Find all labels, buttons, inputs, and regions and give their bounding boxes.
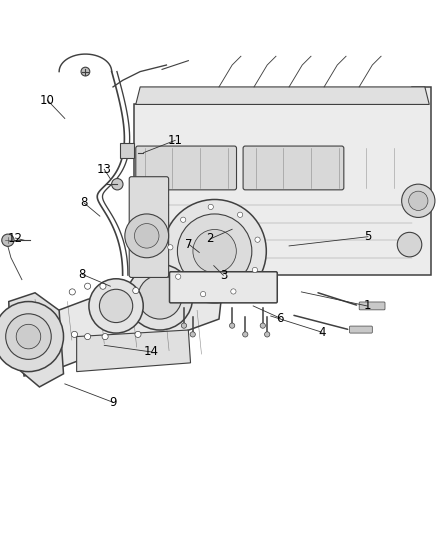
Circle shape [81,67,90,76]
Circle shape [180,217,186,222]
Circle shape [208,204,213,209]
Circle shape [397,232,422,257]
Polygon shape [77,330,191,372]
Text: 7: 7 [185,238,193,251]
Text: 8: 8 [79,268,86,281]
FancyBboxPatch shape [136,146,237,190]
Circle shape [69,289,75,295]
Text: 8: 8 [81,197,88,209]
Circle shape [133,287,139,294]
Text: 6: 6 [276,312,284,325]
Circle shape [201,292,206,297]
Text: 4: 4 [318,326,326,338]
Circle shape [230,323,235,328]
Circle shape [177,214,252,288]
Text: 13: 13 [97,163,112,176]
Circle shape [237,212,243,217]
Text: 12: 12 [8,231,23,245]
FancyBboxPatch shape [359,302,385,310]
Text: 1: 1 [363,300,371,312]
Text: 14: 14 [144,345,159,358]
Circle shape [163,199,266,303]
Circle shape [71,332,78,337]
Circle shape [252,268,258,272]
Circle shape [134,223,159,248]
Circle shape [402,184,435,217]
Circle shape [265,332,270,337]
Circle shape [260,323,265,328]
FancyBboxPatch shape [243,146,344,190]
Text: 5: 5 [364,230,371,243]
Polygon shape [15,280,223,376]
Circle shape [99,289,133,322]
Circle shape [138,275,182,319]
Text: 9: 9 [109,396,117,409]
Circle shape [168,245,173,250]
Circle shape [243,332,248,337]
Circle shape [190,332,195,337]
Circle shape [127,264,193,330]
Circle shape [89,279,143,333]
Circle shape [2,234,14,246]
Circle shape [125,214,169,258]
Circle shape [135,332,141,337]
Text: 10: 10 [40,94,55,107]
Polygon shape [136,87,429,104]
Circle shape [409,191,428,211]
Circle shape [176,274,181,279]
FancyBboxPatch shape [170,272,277,303]
FancyBboxPatch shape [350,326,372,333]
Bar [120,142,134,158]
Circle shape [193,230,237,273]
Circle shape [85,283,91,289]
FancyBboxPatch shape [129,177,169,278]
Circle shape [102,334,108,340]
Circle shape [16,324,41,349]
Circle shape [100,283,106,289]
Circle shape [85,334,91,340]
Circle shape [0,302,64,372]
Circle shape [181,323,187,328]
Text: 3: 3 [220,269,227,282]
Text: 11: 11 [168,134,183,147]
Circle shape [255,237,260,243]
Circle shape [112,179,123,190]
Polygon shape [9,293,64,387]
Polygon shape [134,87,431,275]
Circle shape [231,289,236,294]
Text: 2: 2 [206,232,214,245]
Circle shape [6,314,51,359]
